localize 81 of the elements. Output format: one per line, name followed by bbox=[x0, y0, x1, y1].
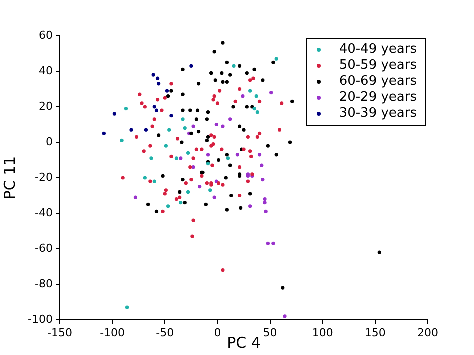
point bbox=[179, 156, 183, 160]
point bbox=[192, 124, 196, 128]
point bbox=[120, 138, 124, 143]
point bbox=[263, 201, 267, 205]
point bbox=[226, 156, 230, 160]
x-tick-label: 0 bbox=[214, 326, 222, 340]
point bbox=[150, 156, 154, 160]
point bbox=[263, 198, 267, 202]
x-tick-label: -50 bbox=[156, 326, 174, 340]
point bbox=[144, 128, 148, 132]
point bbox=[170, 114, 174, 118]
point bbox=[248, 204, 252, 208]
point bbox=[125, 306, 130, 310]
point bbox=[214, 122, 218, 127]
point bbox=[157, 82, 161, 86]
point bbox=[208, 188, 212, 192]
point bbox=[228, 118, 232, 122]
point bbox=[266, 242, 270, 246]
point bbox=[274, 57, 278, 61]
point bbox=[256, 110, 260, 114]
point bbox=[254, 94, 258, 98]
y-tick-label: 60 bbox=[39, 28, 53, 42]
y-axis-title: PC 11 bbox=[0, 156, 19, 200]
point bbox=[152, 105, 156, 109]
y-tick-label: -20 bbox=[35, 170, 53, 184]
point bbox=[270, 91, 274, 95]
point bbox=[221, 124, 225, 128]
legend-label: 50-59 years bbox=[339, 58, 417, 74]
point bbox=[134, 196, 138, 200]
point bbox=[179, 201, 183, 205]
point bbox=[156, 76, 160, 80]
point bbox=[174, 156, 179, 160]
point bbox=[165, 89, 170, 93]
y-tick-label: -80 bbox=[35, 277, 53, 290]
point bbox=[124, 106, 128, 111]
point bbox=[130, 128, 134, 132]
point bbox=[186, 190, 190, 194]
point bbox=[164, 144, 168, 148]
point bbox=[236, 153, 240, 157]
point bbox=[261, 178, 265, 182]
legend-label: 20-29 years bbox=[339, 90, 417, 106]
point bbox=[198, 185, 202, 189]
x-tick-label: -100 bbox=[100, 326, 126, 340]
y-tick-label: -40 bbox=[35, 206, 53, 220]
point bbox=[166, 204, 170, 208]
point bbox=[183, 126, 187, 130]
point bbox=[283, 314, 287, 318]
y-tick-label: 20 bbox=[39, 100, 53, 113]
point bbox=[190, 64, 194, 68]
x-axis-title: PC 4 bbox=[227, 334, 261, 352]
legend-label: 60-69 years bbox=[339, 74, 417, 90]
legend-label: 30-39 years bbox=[339, 106, 417, 122]
point bbox=[168, 128, 172, 132]
point bbox=[206, 153, 210, 157]
y-tick-label: -100 bbox=[28, 312, 53, 326]
point bbox=[264, 210, 268, 214]
point bbox=[181, 118, 185, 122]
point bbox=[212, 196, 216, 200]
point bbox=[152, 180, 156, 184]
point bbox=[248, 89, 252, 93]
point bbox=[112, 112, 116, 116]
point bbox=[154, 108, 159, 112]
point bbox=[186, 151, 190, 155]
point bbox=[232, 64, 236, 68]
y-tick-label: 0 bbox=[46, 135, 53, 148]
point bbox=[143, 176, 147, 180]
legend-label: 40-49 years bbox=[339, 42, 417, 58]
x-tick-label: 200 bbox=[418, 326, 438, 340]
x-tick-label: -150 bbox=[48, 326, 72, 340]
y-tick-label: 40 bbox=[39, 64, 53, 78]
point bbox=[260, 164, 264, 168]
x-tick-label: 100 bbox=[312, 326, 334, 340]
x-tick-label: 150 bbox=[364, 326, 386, 340]
point bbox=[192, 166, 196, 170]
point bbox=[152, 73, 156, 77]
point bbox=[102, 132, 106, 136]
x-tick-label: 50 bbox=[263, 326, 278, 340]
point bbox=[272, 242, 276, 246]
point bbox=[258, 153, 262, 157]
point bbox=[241, 94, 245, 98]
y-tick-label: -60 bbox=[35, 242, 53, 255]
